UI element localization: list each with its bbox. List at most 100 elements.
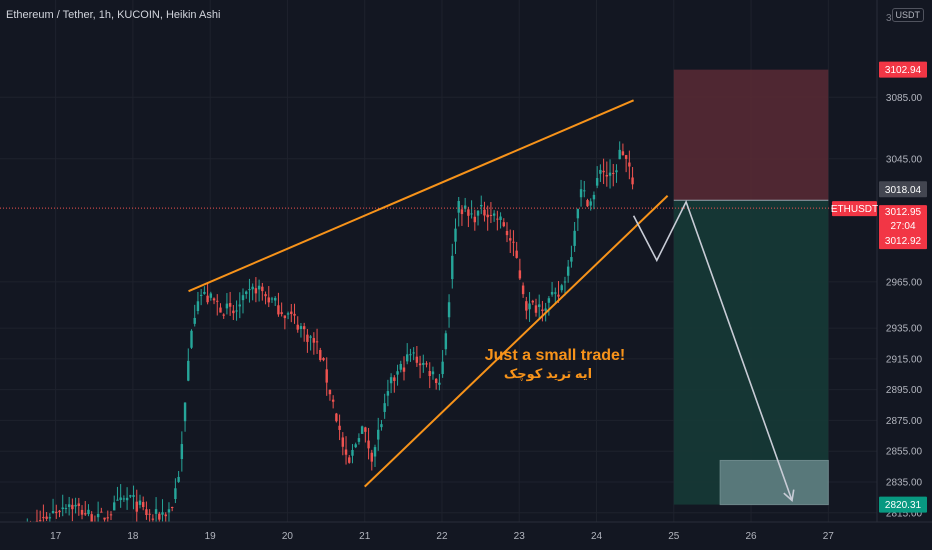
candle-body-125 xyxy=(422,362,425,365)
candle-body-146 xyxy=(489,215,493,217)
candle-body-11 xyxy=(55,511,58,514)
candle-body-75 xyxy=(261,286,264,292)
candle-body-163 xyxy=(544,308,547,311)
candle-body-152 xyxy=(509,238,512,241)
candle-body-171 xyxy=(570,257,573,262)
candle-body-73 xyxy=(254,288,258,294)
candle-body-31 xyxy=(119,497,122,501)
candle-body-144 xyxy=(483,209,486,216)
stop-price-label-bg xyxy=(879,61,927,78)
candle-body-78 xyxy=(270,298,274,300)
candle-body-108 xyxy=(367,440,370,449)
price-tick-2875: 2875.00 xyxy=(886,416,923,427)
candle-body-67 xyxy=(235,310,238,312)
candle-body-155 xyxy=(518,270,522,279)
candle-body-101 xyxy=(344,449,348,455)
candle-body-157 xyxy=(525,301,528,311)
target-price-label: 2820.31 xyxy=(885,500,922,511)
candle-body-143 xyxy=(480,205,483,207)
candle-body-150 xyxy=(502,222,505,227)
ticker-tag-bg xyxy=(832,201,877,217)
candle-body-161 xyxy=(537,304,541,308)
candle-body-183 xyxy=(608,172,612,176)
time-tick-23: 23 xyxy=(514,531,526,542)
candle-body-54 xyxy=(193,317,196,324)
candle-body-124 xyxy=(418,363,422,366)
risk-reward-zones xyxy=(673,69,829,506)
candle-body-154 xyxy=(515,250,518,258)
candle-body-178 xyxy=(592,194,596,200)
time-tick-21: 21 xyxy=(359,531,371,542)
candle-body-24 xyxy=(96,513,100,518)
price-tick-2915: 2915.00 xyxy=(886,354,923,365)
candle-body-51 xyxy=(183,402,187,422)
target-box xyxy=(719,459,829,506)
candle-body-149 xyxy=(499,216,502,220)
candle-body-79 xyxy=(273,297,277,301)
candle-body-98 xyxy=(335,413,338,422)
bid-price-label: 3012.92 xyxy=(885,236,922,247)
candle-body-10 xyxy=(51,510,55,514)
candle-body-137 xyxy=(460,209,464,215)
price-tick-2965: 2965.00 xyxy=(886,277,923,288)
price-axis-bg xyxy=(877,0,932,550)
annotation-persian: ایه ترید کوچک xyxy=(504,366,592,381)
candle-body-76 xyxy=(264,294,267,297)
candle-body-92 xyxy=(315,341,319,343)
target-price-label-bg xyxy=(879,496,927,513)
candle-body-50 xyxy=(180,444,184,460)
candle-body-59 xyxy=(209,293,213,298)
last-price-label: 3012.95 xyxy=(885,207,922,218)
candle-body-45 xyxy=(164,514,167,517)
axis-top-digit: 3 xyxy=(886,13,892,24)
candle-body-22 xyxy=(90,514,93,524)
candle-body-9 xyxy=(48,517,52,519)
candle-body-139 xyxy=(467,209,470,216)
candle-body-190 xyxy=(631,177,634,185)
candle-body-36 xyxy=(135,501,138,512)
candle-body-129 xyxy=(434,378,438,384)
candle-body-90 xyxy=(309,336,312,338)
candle-body-165 xyxy=(550,291,554,295)
take-profit-zone xyxy=(673,200,829,505)
chart-title: Ethereum / Tether, 1h, KUCOIN, Heikin As… xyxy=(6,9,221,21)
candle-body-116 xyxy=(393,377,396,381)
candle-body-71 xyxy=(248,289,251,291)
candle-body-141 xyxy=(473,216,477,223)
candle-body-94 xyxy=(322,357,325,361)
candle-body-136 xyxy=(457,201,460,213)
candle-body-46 xyxy=(167,509,171,513)
candle-body-42 xyxy=(154,509,158,514)
currency-badge[interactable]: USDT xyxy=(891,8,924,22)
entry-price-label-bg xyxy=(879,181,927,198)
candle-body-33 xyxy=(125,497,129,501)
price-tick-2815: 2815.00 xyxy=(886,508,923,519)
candle-body-26 xyxy=(103,517,106,520)
trend-lines xyxy=(0,99,877,503)
candle-body-57 xyxy=(203,291,206,294)
candle-body-134 xyxy=(451,255,454,280)
candle-body-83 xyxy=(286,313,290,315)
candle-body-159 xyxy=(531,300,534,303)
candle-body-13 xyxy=(61,507,64,510)
candle-body-25 xyxy=(100,511,103,513)
candle-body-99 xyxy=(338,425,341,430)
time-tick-22: 22 xyxy=(436,531,448,542)
time-tick-24: 24 xyxy=(591,531,603,542)
candles xyxy=(19,141,634,550)
candle-body-34 xyxy=(129,495,132,497)
candle-body-107 xyxy=(364,427,367,432)
candle-body-27 xyxy=(106,517,109,519)
candle-body-15 xyxy=(67,504,71,507)
candle-body-128 xyxy=(431,371,435,375)
candle-body-158 xyxy=(528,303,531,310)
candle-body-61 xyxy=(216,300,219,302)
candle-body-56 xyxy=(199,294,203,296)
candle-body-138 xyxy=(463,205,467,209)
stop-loss-zone xyxy=(673,69,829,201)
candle-body-74 xyxy=(257,285,261,290)
price-tick-2935: 2935.00 xyxy=(886,324,923,335)
price-tick-2835: 2835.00 xyxy=(886,477,923,488)
candle-body-21 xyxy=(87,509,90,515)
